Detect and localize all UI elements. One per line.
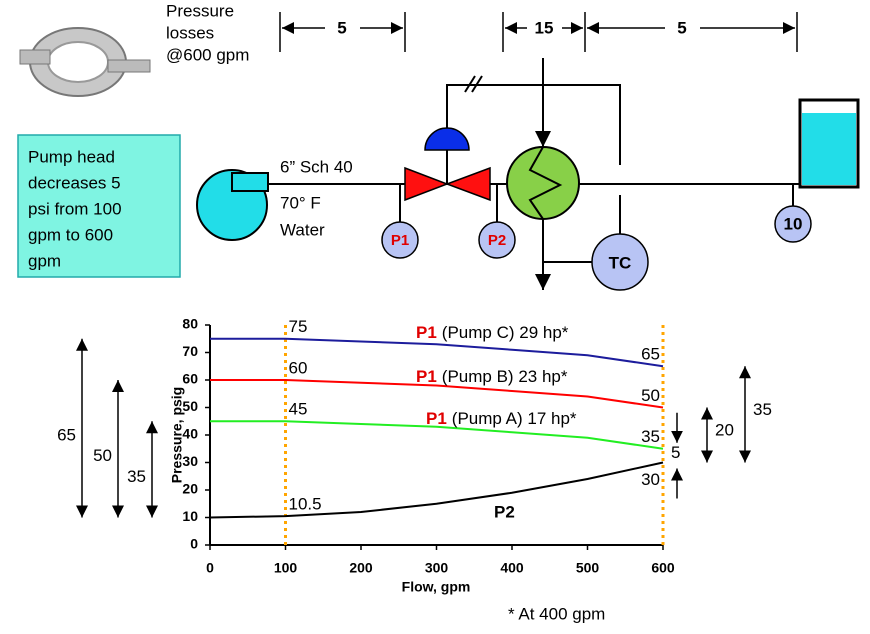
x-tick-label: 500	[576, 560, 600, 576]
fluid-label: Water	[280, 220, 325, 239]
x-tick-label: 300	[425, 560, 449, 576]
gauge	[381, 221, 419, 259]
series-label: P1 (Pump C) 29 hp*	[416, 323, 569, 342]
loss-note: @600 gpm	[166, 45, 249, 64]
x-tick-label: 100	[274, 560, 298, 576]
dimension-lines	[279, 12, 798, 52]
heat-exchanger	[506, 146, 580, 220]
y-tick-label: 80	[182, 316, 198, 332]
footnote: * At 400 gpm	[508, 604, 605, 623]
series-tag: P1	[426, 409, 447, 428]
y-tick-label: 30	[182, 453, 198, 469]
note-text: gpm to 600	[28, 225, 113, 244]
pipe-label: 6” Sch 40	[280, 157, 353, 176]
point-label: 60	[289, 358, 308, 377]
note-text: decreases 5	[28, 173, 121, 192]
y-axis-label: Pressure, psig	[169, 387, 185, 484]
x-tick-label: 400	[500, 560, 524, 576]
x-tick-label: 0	[206, 560, 214, 576]
span-label: 35	[753, 400, 772, 419]
series-tag: P1	[416, 323, 437, 342]
clamp-picture	[19, 27, 151, 97]
series-line	[210, 379, 664, 409]
point-label: 30	[641, 470, 660, 489]
dimension-label: 5	[677, 18, 686, 37]
x-tick-label: 200	[349, 560, 373, 576]
y-tick-label: 10	[182, 508, 198, 524]
point-label: 65	[641, 345, 660, 364]
x-tick-label: 600	[651, 560, 675, 576]
span-label: 65	[57, 426, 76, 445]
y-tick-label: 20	[182, 481, 198, 497]
gauge-label: P1	[391, 232, 409, 249]
series-name: (Pump C) 29 hp*	[442, 323, 569, 342]
series-line	[210, 337, 664, 368]
span-label: 20	[715, 420, 734, 439]
series-name: (Pump B) 23 hp*	[442, 367, 568, 386]
y-tick-label: 50	[182, 398, 198, 414]
series-label: P2	[494, 502, 515, 521]
span-label: 35	[127, 467, 146, 486]
gauge-label: P2	[488, 232, 506, 249]
series-label: P1 (Pump A) 17 hp*	[426, 409, 577, 428]
coil	[528, 146, 563, 220]
y-tick-label: 60	[182, 371, 198, 387]
series-line	[209, 461, 664, 519]
loss-note: losses	[166, 23, 214, 42]
y-tick-label: 0	[190, 536, 198, 552]
pump-outlet	[231, 172, 269, 192]
dimension-label: 5	[337, 18, 346, 37]
gauge-label: 10	[784, 214, 803, 233]
gauge	[774, 205, 812, 243]
x-axis-label: Flow, gpm	[402, 579, 471, 595]
span-label: 50	[93, 446, 112, 465]
y-tick-label: 70	[182, 343, 198, 359]
tank	[798, 98, 860, 189]
note-box	[17, 134, 181, 278]
point-label: 50	[641, 386, 660, 405]
controller	[591, 233, 649, 291]
controller-label: TC	[609, 253, 632, 272]
point-label: 45	[289, 400, 308, 419]
note-text: gpm	[28, 251, 61, 270]
gauge	[478, 221, 516, 259]
note-text: Pump head	[28, 147, 115, 166]
span-label: 5	[671, 443, 680, 462]
point-label: 75	[289, 317, 308, 336]
point-label: 35	[641, 427, 660, 446]
y-tick-label: 40	[182, 426, 198, 442]
series-line	[210, 420, 664, 450]
series-tag: P1	[416, 367, 437, 386]
valve	[404, 166, 491, 202]
loss-note: Pressure	[166, 1, 234, 20]
point-label: 10.5	[289, 495, 322, 514]
actuator	[424, 127, 470, 151]
note-text: psi from 100	[28, 199, 122, 218]
fluid-label: 70° F	[280, 193, 321, 212]
dimension-label: 15	[535, 18, 554, 37]
tank-water	[802, 113, 856, 185]
series-name: (Pump A) 17 hp*	[452, 409, 577, 428]
series-label: P1 (Pump B) 23 hp*	[416, 367, 568, 386]
